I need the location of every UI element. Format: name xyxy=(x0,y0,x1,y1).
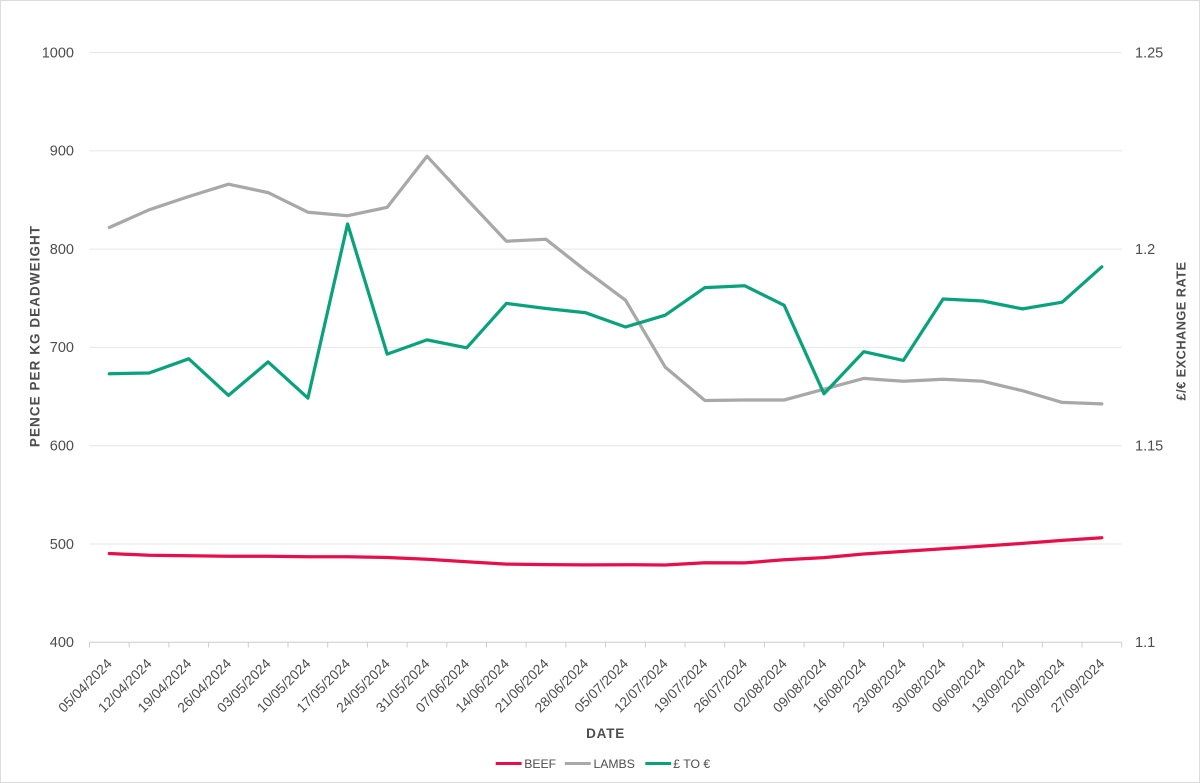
svg-text:400: 400 xyxy=(50,635,74,651)
svg-text:DATE: DATE xyxy=(586,726,625,741)
svg-text:BEEF: BEEF xyxy=(524,757,556,771)
svg-text:800: 800 xyxy=(50,242,74,258)
svg-text:500: 500 xyxy=(50,537,74,553)
svg-text:600: 600 xyxy=(50,439,74,455)
svg-text:1.2: 1.2 xyxy=(1135,242,1155,258)
svg-text:£ TO €: £ TO € xyxy=(673,757,710,771)
svg-text:700: 700 xyxy=(50,340,74,356)
svg-text:1.25: 1.25 xyxy=(1135,45,1163,61)
svg-text:1000: 1000 xyxy=(42,45,74,61)
svg-text:1.15: 1.15 xyxy=(1135,439,1163,455)
svg-text:£/€ EXCHANGE RATE: £/€ EXCHANGE RATE xyxy=(1173,262,1188,401)
svg-text:PENCE PER KG DEADWEIGHT: PENCE PER KG DEADWEIGHT xyxy=(28,225,43,447)
svg-text:900: 900 xyxy=(50,144,74,160)
svg-text:LAMBS: LAMBS xyxy=(594,757,635,771)
svg-text:1.1: 1.1 xyxy=(1135,635,1155,651)
